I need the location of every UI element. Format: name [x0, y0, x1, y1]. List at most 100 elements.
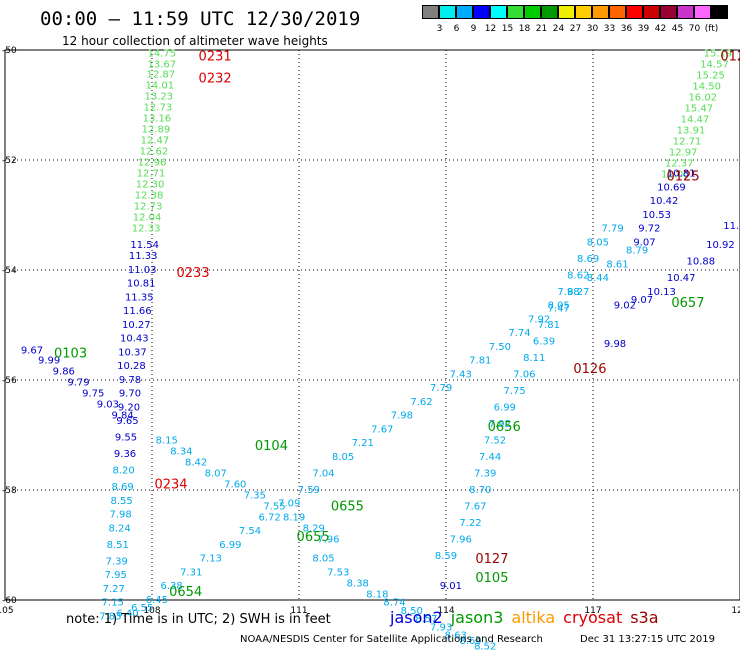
swh-value: 6.40 — [116, 609, 138, 620]
swh-value: 9.03 — [97, 400, 119, 411]
swh-value: 12.38 — [135, 191, 164, 202]
swh-value: 15.25 — [696, 71, 725, 82]
swh-value: 8.44 — [587, 273, 609, 284]
swh-value: 7.98 — [391, 411, 413, 422]
swh-value: 6.45 — [146, 595, 168, 606]
swh-value: 9.84 — [111, 411, 133, 422]
swh-value: 14.47 — [681, 115, 710, 126]
satellite-name: jason2 — [390, 608, 443, 627]
time-label: 0655 — [297, 530, 330, 545]
swh-value: 7.81 — [469, 356, 491, 367]
swh-value: 8.05 — [332, 452, 354, 463]
time-label: 0127 — [475, 552, 508, 567]
swh-value: 11.33 — [129, 251, 158, 262]
swh-value: 8.18 — [366, 589, 388, 600]
swh-value: 8.52 — [474, 642, 496, 650]
swh-value: 8.05 — [548, 301, 570, 312]
x-tick-label: 108 — [143, 606, 160, 616]
swh-value: 15.47 — [685, 104, 714, 115]
swh-value: 7.74 — [508, 328, 530, 339]
swh-value: 7.06 — [513, 369, 535, 380]
legend-label: 70 — [688, 24, 701, 34]
swh-value: 6.99 — [219, 540, 241, 551]
swh-value: 10.43 — [120, 334, 149, 345]
grid-lines — [5, 50, 740, 600]
legend-swatch — [677, 5, 694, 19]
time-label: 0657 — [671, 296, 704, 311]
swh-value: 12.71 — [137, 169, 166, 180]
swh-value: 9.02 — [614, 301, 636, 312]
swh-value: 7.52 — [484, 435, 506, 446]
swh-value: 8.69 — [459, 636, 481, 647]
swh-value: 12.97 — [669, 148, 698, 159]
swh-value: 9.55 — [115, 433, 137, 444]
swh-value: 9.98 — [604, 339, 626, 350]
swh-value: 7.67 — [371, 424, 393, 435]
swh-value: 12.47 — [141, 136, 170, 147]
swh-value: 10.37 — [118, 347, 147, 358]
swh-value: 8.59 — [435, 551, 457, 562]
swh-value: 9.79 — [67, 378, 89, 389]
swh-value: 6.38 — [160, 581, 182, 592]
swh-value: 8.69 — [111, 482, 133, 493]
swh-value: 7.98 — [110, 510, 132, 521]
time-label: 0104 — [255, 439, 288, 454]
legend-label: (ft) — [704, 24, 719, 34]
y-tick-label: -58 — [2, 486, 17, 496]
swh-value: 7.44 — [479, 452, 501, 463]
legend-swatch — [456, 5, 473, 19]
swh-value: 7.31 — [180, 567, 202, 578]
swh-value: 7.21 — [352, 438, 374, 449]
swh-value: 13.91 — [677, 126, 706, 137]
swh-value: 8.50 — [401, 606, 423, 617]
swh-value: 13.23 — [145, 92, 174, 103]
swh-value: 8.29 — [303, 523, 325, 534]
swh-value: 8.69 — [577, 254, 599, 265]
swh-value: 10.92 — [706, 240, 735, 251]
swh-value: 9.20 — [118, 402, 140, 413]
swh-value: 10.13 — [647, 287, 676, 298]
legend-label: 30 — [586, 24, 599, 34]
legend-label: 21 — [535, 24, 548, 34]
swh-value: 8.34 — [170, 446, 192, 457]
swh-value: 10.88 — [686, 257, 715, 268]
swh-value: 15.19 — [704, 49, 733, 60]
y-tick-label: -60 — [2, 596, 17, 606]
swh-value: 7.67 — [464, 501, 486, 512]
legend-swatch — [609, 5, 626, 19]
swh-value: 10.42 — [650, 196, 679, 207]
legend-swatch — [592, 5, 609, 19]
swh-value: 14.57 — [700, 60, 729, 71]
satellite-name: altika — [511, 608, 556, 627]
legend-swatch — [626, 5, 643, 19]
legend-label: 9 — [470, 24, 477, 34]
legend-swatch — [541, 5, 558, 19]
swh-value: 7.15 — [102, 598, 124, 609]
swh-value: 10.81 — [667, 169, 696, 180]
legend-swatch — [422, 5, 439, 19]
x-tick-label: 111 — [290, 606, 307, 616]
swh-value: 7.13 — [200, 554, 222, 565]
legend-label: 18 — [518, 24, 531, 34]
time-label: 0103 — [54, 347, 87, 362]
legend-swatch — [473, 5, 490, 19]
swh-value: 8.24 — [109, 523, 131, 534]
legend-swatch — [575, 5, 592, 19]
swh-value: 8.61 — [606, 259, 628, 270]
swh-value: 16.02 — [688, 93, 717, 104]
swh-value: 8.70 — [469, 485, 491, 496]
swh-value: 9.65 — [116, 416, 138, 427]
swh-value: 9.99 — [38, 356, 60, 367]
generated-timestamp: Dec 31 13:27:15 UTC 2019 — [580, 634, 715, 645]
legend-label: 27 — [569, 24, 582, 34]
swh-value: 9.67 — [21, 346, 43, 357]
swh-value: 12.73 — [134, 202, 163, 213]
swh-value: 6.72 — [258, 512, 280, 523]
swh-value: 7.50 — [489, 342, 511, 353]
swh-value: 12.73 — [144, 103, 173, 114]
swh-value: 7.39 — [106, 556, 128, 567]
time-label: 0232 — [199, 72, 232, 87]
swh-value: 7.43 — [450, 369, 472, 380]
